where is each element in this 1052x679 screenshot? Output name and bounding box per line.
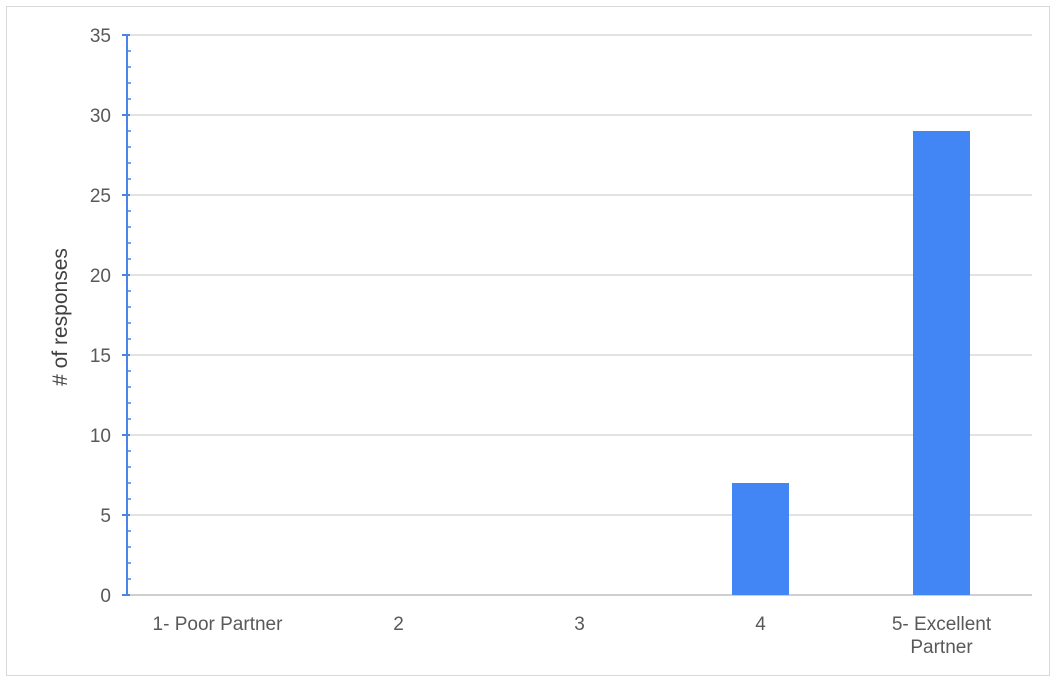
bars: [732, 131, 970, 595]
y-axis-title: # of responses: [49, 248, 72, 386]
y-tick-label: 10: [90, 426, 111, 447]
chart-frame: [6, 6, 1050, 676]
y-tick-label: 35: [90, 26, 111, 47]
x-axis-labels: 1- Poor Partner 2 3 4 5- Excellent Partner: [153, 614, 992, 658]
bar: [732, 483, 789, 595]
y-tick-label: 0: [100, 586, 111, 607]
x-tick-label: 2: [393, 614, 404, 635]
y-tick-label: 5: [100, 506, 111, 527]
gridlines: [127, 34, 1032, 596]
x-tick-label: 3: [574, 614, 585, 635]
y-tick-label: 30: [90, 106, 111, 127]
y-tick-label: 15: [90, 346, 111, 367]
y-axis: 0 5 10 15 20 25 30 35: [90, 26, 131, 607]
y-tick-label: 20: [90, 266, 111, 287]
y-tick-label: 25: [90, 186, 111, 207]
x-tick-label: 4: [755, 614, 766, 635]
x-tick-label: 5- Excellent Partner: [892, 614, 992, 658]
x-tick-label: 1- Poor Partner: [153, 614, 284, 635]
bar: [913, 131, 970, 595]
